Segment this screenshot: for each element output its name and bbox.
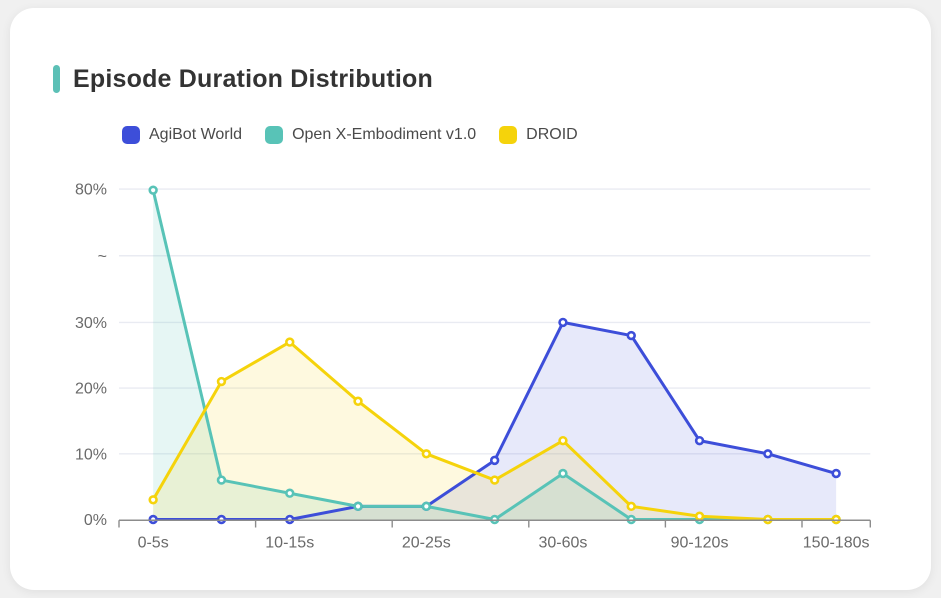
- data-point-open-x-embodiment-v1-0-0[interactable]: [148, 185, 158, 195]
- chart-card: Episode Duration Distribution AgiBot Wor…: [10, 8, 931, 590]
- title-row: Episode Duration Distribution: [53, 62, 433, 96]
- series-area-agibot-world: [153, 322, 837, 520]
- y-axis-label: 30%: [75, 315, 107, 332]
- y-axis-label: 80%: [75, 182, 107, 199]
- y-axis-label: 20%: [75, 381, 107, 398]
- x-axis-label: 0-5s: [138, 535, 169, 552]
- x-axis-label: 20-25s: [402, 535, 451, 552]
- data-point-open-x-embodiment-v1-0-1[interactable]: [216, 475, 227, 485]
- legend-swatch-icon: [122, 126, 140, 144]
- data-point-agibot-world-8[interactable]: [694, 435, 705, 446]
- y-axis-label: 0%: [84, 512, 107, 529]
- legend-label: AgiBot World: [149, 126, 243, 143]
- data-point-droid-4[interactable]: [421, 449, 432, 459]
- data-point-droid-2[interactable]: [285, 337, 295, 347]
- data-point-droid-5[interactable]: [489, 475, 500, 485]
- data-point-open-x-embodiment-v1-0-3[interactable]: [353, 501, 363, 512]
- legend: AgiBot World Open X-Embodiment v1.0 DROID: [122, 124, 578, 146]
- x-axis-label: 30-60s: [538, 535, 587, 552]
- data-point-droid-3[interactable]: [353, 396, 363, 406]
- data-point-droid-7[interactable]: [626, 501, 636, 512]
- legend-item-droid[interactable]: DROID: [499, 126, 578, 144]
- data-point-agibot-world-9[interactable]: [763, 449, 773, 459]
- data-point-open-x-embodiment-v1-0-2[interactable]: [285, 488, 295, 498]
- legend-item-open-x-embodiment-v1-0[interactable]: Open X-Embodiment v1.0: [265, 126, 476, 144]
- data-point-open-x-embodiment-v1-0-4[interactable]: [421, 501, 432, 512]
- data-point-droid-0[interactable]: [148, 495, 158, 505]
- data-point-droid-1[interactable]: [216, 376, 227, 387]
- data-point-agibot-world-5[interactable]: [489, 455, 500, 466]
- data-point-agibot-world-10[interactable]: [831, 468, 841, 479]
- y-axis-label: 10%: [75, 446, 107, 463]
- page-title: Episode Duration Distribution: [73, 64, 433, 93]
- series-area-open-x-embodiment-v1-0: [153, 190, 837, 520]
- x-axis-label: 10-15s: [265, 535, 314, 552]
- y-axis-label: ~: [98, 248, 107, 265]
- legend-swatch-icon: [265, 126, 284, 144]
- series-area-droid: [153, 342, 837, 520]
- title-accent-bar: [53, 65, 60, 93]
- legend-label: Open X-Embodiment v1.0: [292, 126, 477, 143]
- data-point-droid-8[interactable]: [694, 511, 705, 521]
- data-point-droid-6[interactable]: [558, 435, 568, 446]
- data-point-agibot-world-6[interactable]: [558, 317, 568, 328]
- legend-swatch-icon: [499, 126, 518, 144]
- data-point-agibot-world-7[interactable]: [626, 330, 636, 341]
- x-axis-label: 90-120s: [671, 535, 729, 552]
- legend-item-agibot-world[interactable]: AgiBot World: [122, 126, 242, 144]
- legend-label: DROID: [526, 126, 578, 143]
- data-point-open-x-embodiment-v1-0-6[interactable]: [558, 468, 568, 479]
- x-axis-label: 150-180s: [803, 535, 870, 552]
